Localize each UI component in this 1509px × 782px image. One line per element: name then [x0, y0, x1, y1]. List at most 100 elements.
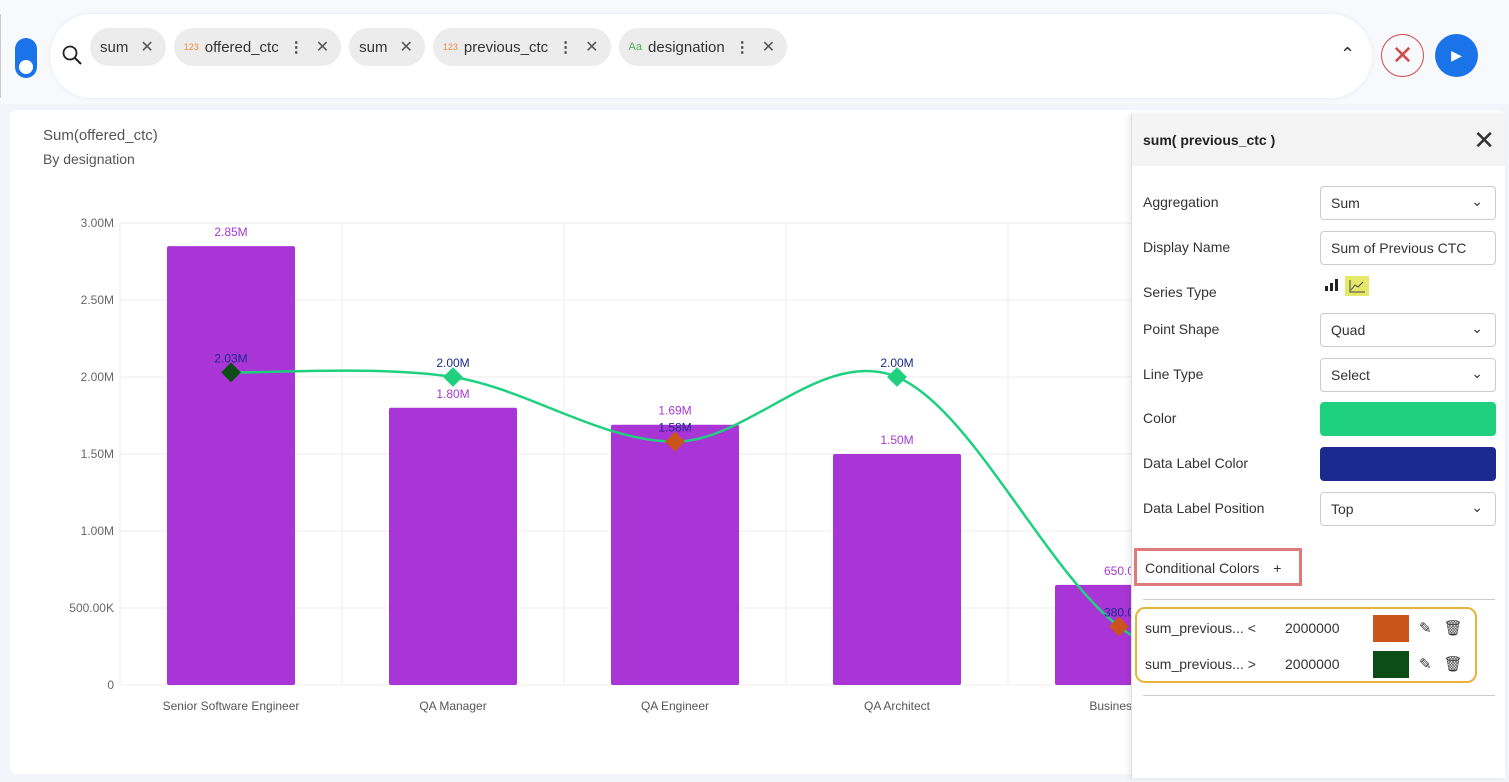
color-picker[interactable] — [1320, 402, 1496, 436]
mode-toggle[interactable] — [15, 38, 37, 78]
line-point — [221, 362, 241, 383]
y-tick-label: 0 — [107, 678, 114, 692]
conditional-colors-header: Conditional Colors + — [1134, 548, 1302, 586]
run-button[interactable]: ▶ — [1435, 34, 1478, 77]
condition-rule: sum_previous... <2000000 ✎ 🗑 — [1145, 613, 1475, 643]
chip-label: previous_ctc — [463, 38, 549, 56]
bar-data-label: 1.69M — [658, 404, 691, 418]
add-condition-button[interactable]: + — [1273, 560, 1282, 576]
type-icon: Aa — [628, 41, 643, 53]
query-chip[interactable]: sum ✕ — [349, 28, 425, 66]
more-icon[interactable]: ⋮ — [288, 39, 304, 56]
x-tick-label: Senior Software Engineer — [163, 699, 300, 713]
query-chip[interactable]: 123 offered_ctc ⋮ ✕ — [173, 28, 342, 66]
more-icon[interactable]: ⋮ — [558, 39, 574, 56]
data-label-position-value: Top — [1331, 501, 1354, 517]
close-icon[interactable]: ✕ — [585, 39, 599, 56]
x-tick-label: QA Manager — [419, 699, 486, 713]
bar-data-label: 1.80M — [436, 387, 469, 401]
divider — [1143, 695, 1495, 696]
chip-label: offered_ctc — [204, 38, 279, 56]
y-tick-label: 3.00M — [81, 216, 114, 230]
rule-value: 2000000 — [1285, 620, 1340, 636]
display-name-input[interactable]: Sum of Previous CTC — [1320, 231, 1496, 265]
line-point — [887, 367, 907, 387]
line-data-label: 2.03M — [214, 351, 247, 365]
aggregation-select[interactable]: Sum ⌄ — [1320, 186, 1496, 220]
data-label-color-picker[interactable] — [1320, 447, 1496, 481]
line-point — [443, 367, 463, 387]
point-shape-label: Point Shape — [1143, 321, 1220, 337]
rule-operator: < — [1247, 620, 1256, 636]
y-tick-label: 500.00K — [69, 601, 114, 615]
rule-operator: > — [1247, 656, 1256, 672]
rule-field: sum_previous... — [1145, 620, 1244, 636]
rule-value: 2000000 — [1285, 656, 1340, 672]
edit-icon[interactable]: ✎ — [1419, 620, 1432, 637]
bar-data-label: 1.50M — [880, 433, 913, 447]
search-icon — [62, 45, 82, 65]
divider — [0, 14, 1, 98]
query-chip[interactable]: 123 previous_ctc ⋮ ✕ — [432, 28, 611, 66]
point-shape-select[interactable]: Quad ⌄ — [1320, 313, 1496, 347]
trash-icon[interactable]: 🗑 — [1443, 656, 1463, 673]
point-shape-value: Quad — [1331, 322, 1366, 338]
series-settings-panel: sum( previous_ctc ) ✕ Aggregation Sum ⌄ D… — [1131, 114, 1505, 778]
chart-title: Sum(offered_ctc) — [43, 127, 158, 144]
close-icon[interactable]: ✕ — [140, 39, 154, 56]
query-chip[interactable]: Aa designation ⋮ ✕ — [618, 28, 788, 66]
chip-label: designation — [648, 38, 725, 56]
query-chips: sum ✕ 123 offered_ctc ⋮ ✕ sum ✕ 123 previous_ctc ⋮… — [90, 28, 788, 66]
line-type-select[interactable]: Select ⌄ — [1320, 358, 1496, 392]
chevron-down-icon: ⌄ — [1471, 365, 1483, 381]
chevron-up-icon[interactable]: ⌃ — [1340, 44, 1356, 64]
y-tick-label: 1.00M — [81, 524, 114, 538]
close-icon[interactable]: ✕ — [761, 39, 776, 56]
close-icon[interactable]: ✕ — [315, 39, 330, 56]
conditional-rules: sum_previous... <2000000 ✎ 🗑 sum_previous.… — [1135, 607, 1477, 683]
condition-rule: sum_previous... >2000000 ✎ 🗑 — [1145, 649, 1475, 679]
bar — [389, 407, 517, 685]
data-label-position-select[interactable]: Top ⌄ — [1320, 492, 1496, 526]
chevron-down-icon: ⌄ — [1471, 320, 1483, 336]
bar-data-label: 650.0 — [1104, 564, 1134, 578]
chart-subtitle: By designation — [43, 151, 135, 167]
query-chip[interactable]: sum ✕ — [90, 28, 166, 66]
chevron-down-icon: ⌄ — [1471, 499, 1483, 515]
x-tick-label: QA Architect — [864, 699, 931, 713]
type-icon: 123 — [183, 42, 199, 52]
chevron-down-icon: ⌄ — [1471, 193, 1483, 209]
close-icon[interactable]: ✕ — [1473, 125, 1495, 155]
line-data-label: 2.00M — [880, 356, 913, 370]
line-point — [665, 431, 685, 452]
data-label-position-label: Data Label Position — [1143, 500, 1265, 516]
conditional-colors-label: Conditional Colors — [1145, 560, 1260, 576]
query-bar: sum ✕ 123 offered_ctc ⋮ ✕ sum ✕ 123 previous_ctc ⋮… — [0, 0, 1509, 104]
line-series-icon[interactable] — [1345, 276, 1369, 296]
line-data-label: 380.0 — [1104, 605, 1134, 619]
cancel-button[interactable]: ✕ — [1381, 34, 1424, 77]
x-tick-label: QA Engineer — [641, 699, 709, 713]
bar — [611, 424, 739, 685]
bar — [833, 454, 961, 685]
trash-icon[interactable]: 🗑 — [1443, 620, 1463, 637]
y-tick-label: 1.50M — [81, 447, 114, 461]
close-icon[interactable]: ✕ — [399, 39, 413, 56]
data-label-color-label: Data Label Color — [1143, 455, 1249, 471]
line-data-label: 1.58M — [658, 421, 691, 435]
chip-label: sum — [100, 38, 129, 56]
bar-series-icon[interactable] — [1324, 276, 1340, 292]
series-type-label: Series Type — [1143, 284, 1217, 300]
divider — [1143, 599, 1495, 600]
edit-icon[interactable]: ✎ — [1419, 656, 1432, 673]
more-icon[interactable]: ⋮ — [734, 39, 750, 56]
rule-field: sum_previous... — [1145, 656, 1244, 672]
color-label: Color — [1143, 410, 1177, 426]
line-type-value: Select — [1331, 367, 1370, 383]
bar-data-label: 2.85M — [214, 225, 247, 239]
aggregation-label: Aggregation — [1143, 194, 1219, 210]
line-point — [1109, 616, 1129, 637]
type-icon: 123 — [442, 42, 458, 52]
line-type-label: Line Type — [1143, 366, 1204, 382]
